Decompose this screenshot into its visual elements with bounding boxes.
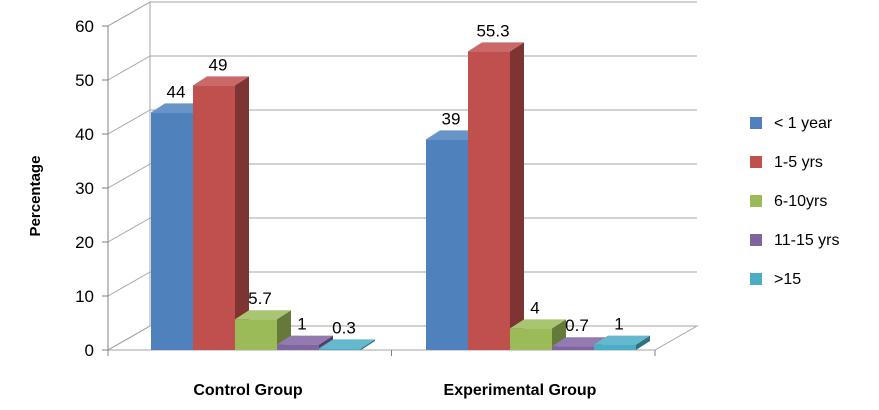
data-label: 0.3 — [332, 318, 356, 337]
gridline-side — [107, 55, 151, 81]
bar — [193, 76, 249, 351]
bar-side — [235, 76, 249, 351]
legend-swatch — [750, 273, 762, 285]
bars — [151, 42, 650, 351]
data-label: 5.7 — [248, 289, 272, 308]
bar-top — [235, 310, 291, 320]
bar-side — [361, 339, 375, 350]
data-label: 1 — [614, 315, 623, 334]
legend-item: 6-10yrs — [750, 193, 827, 210]
gridline-side — [107, 325, 151, 351]
bar-side — [510, 42, 524, 350]
data-label: 44 — [167, 82, 186, 101]
data-label: 39 — [442, 109, 461, 128]
legend-label: < 1 year — [774, 115, 833, 132]
legend-label: 6-10yrs — [774, 193, 827, 210]
gridline-side — [107, 1, 151, 27]
y-tick-label: 0 — [85, 341, 94, 360]
bar-front — [552, 346, 594, 350]
bar-side — [636, 335, 650, 350]
data-labels: 44 49 5.7 1 0.3 39 55.3 4 0.7 1 — [167, 21, 624, 337]
bar — [594, 335, 650, 350]
gridline-side — [107, 217, 151, 243]
bar-front — [468, 51, 510, 350]
y-tick-label: 20 — [75, 233, 94, 252]
bar — [235, 310, 291, 350]
y-tick-label: 40 — [75, 125, 94, 144]
data-label: 4 — [530, 298, 539, 317]
legend-item: 1-5 yrs — [750, 154, 823, 171]
y-axis-label: Percentage — [27, 156, 44, 237]
y-tick-label: 30 — [75, 179, 94, 198]
data-label: 1 — [297, 315, 306, 334]
bar-front — [277, 344, 319, 350]
bar — [468, 42, 524, 350]
legend-label: >15 — [774, 271, 801, 288]
bar-front — [235, 319, 277, 350]
legend-swatch — [750, 117, 762, 129]
data-label: 0.7 — [565, 316, 589, 335]
y-tick-label: 50 — [75, 71, 94, 90]
bar-top — [193, 76, 249, 86]
gridline-side — [107, 163, 151, 189]
data-label: 49 — [209, 55, 228, 74]
bar-top — [468, 42, 524, 52]
legend: < 1 year 1-5 yrs 6-10yrs 11-15 yrs >15 — [750, 115, 840, 288]
bar-front — [193, 85, 235, 351]
legend-label: 11-15 yrs — [774, 232, 840, 249]
bar-top — [552, 337, 608, 347]
legend-swatch — [750, 195, 762, 207]
bar-top — [594, 335, 650, 345]
gridline-side — [107, 271, 151, 297]
legend-item: < 1 year — [750, 115, 833, 132]
bar-top — [510, 319, 566, 329]
bar-front — [510, 328, 552, 350]
bar-front — [426, 139, 468, 350]
legend-item: 11-15 yrs — [750, 232, 840, 249]
legend-item: >15 — [750, 271, 801, 288]
gridline-side — [107, 109, 151, 135]
bar-front — [319, 348, 361, 350]
bar-top — [319, 339, 375, 349]
legend-swatch — [750, 156, 762, 168]
legend-label: 1-5 yrs — [774, 154, 823, 171]
y-tick-label: 60 — [75, 17, 94, 36]
y-tick-label: 10 — [75, 287, 94, 306]
category-label: Control Group — [193, 382, 303, 399]
category-label: Experimental Group — [444, 382, 597, 399]
bar-top — [277, 335, 333, 345]
bar — [510, 319, 566, 350]
data-label: 55.3 — [476, 21, 509, 40]
bar-front — [594, 344, 636, 350]
legend-swatch — [750, 234, 762, 246]
bar — [319, 339, 375, 350]
bar-front — [151, 112, 193, 351]
axes: 0 10 20 30 40 50 60 Control Group Experimental G… — [75, 17, 656, 399]
